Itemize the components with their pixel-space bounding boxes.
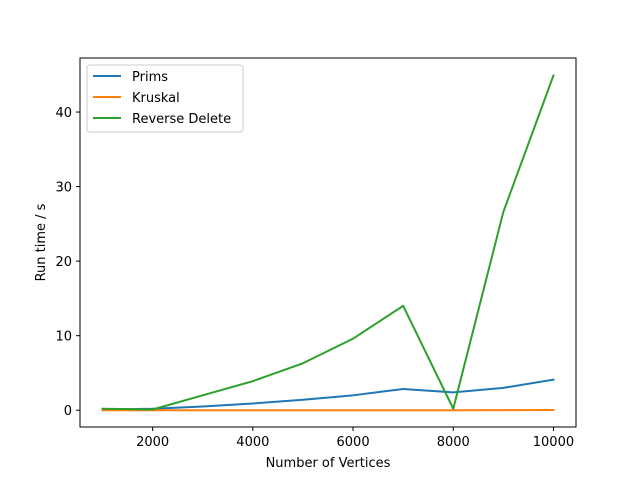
y-tick-label: 0 [64, 404, 72, 419]
y-axis-label: Run time / s [34, 203, 49, 281]
y-tick-label: 30 [55, 181, 72, 196]
x-tick-label: 6000 [337, 435, 370, 450]
series-line-reverse-delete [101, 74, 555, 411]
y-tick-label: 20 [55, 255, 72, 270]
y-tick-label: 40 [55, 106, 72, 121]
series-layer [101, 74, 555, 412]
legend-box [86, 64, 244, 133]
legend: Prims Kruskal Reverse Delete [86, 64, 244, 133]
x-tick-label: 2000 [136, 435, 169, 450]
series-line-prims [101, 378, 555, 411]
plot-area-frame [79, 57, 577, 428]
x-axis-label: Number of Vertices [266, 456, 391, 471]
x-tick-label: 8000 [437, 435, 470, 450]
x-axis-ticks: 2000 4000 6000 8000 10000 [136, 427, 574, 450]
x-tick-label: 10000 [533, 435, 574, 450]
x-tick-label: 4000 [236, 435, 269, 450]
legend-label-reverse-delete: Reverse Delete [132, 112, 231, 127]
legend-label-kruskal: Kruskal [132, 91, 180, 106]
y-tick-label: 10 [55, 330, 72, 345]
legend-label-prims: Prims [132, 70, 168, 85]
y-axis-ticks: 0 10 20 30 40 [55, 106, 80, 419]
